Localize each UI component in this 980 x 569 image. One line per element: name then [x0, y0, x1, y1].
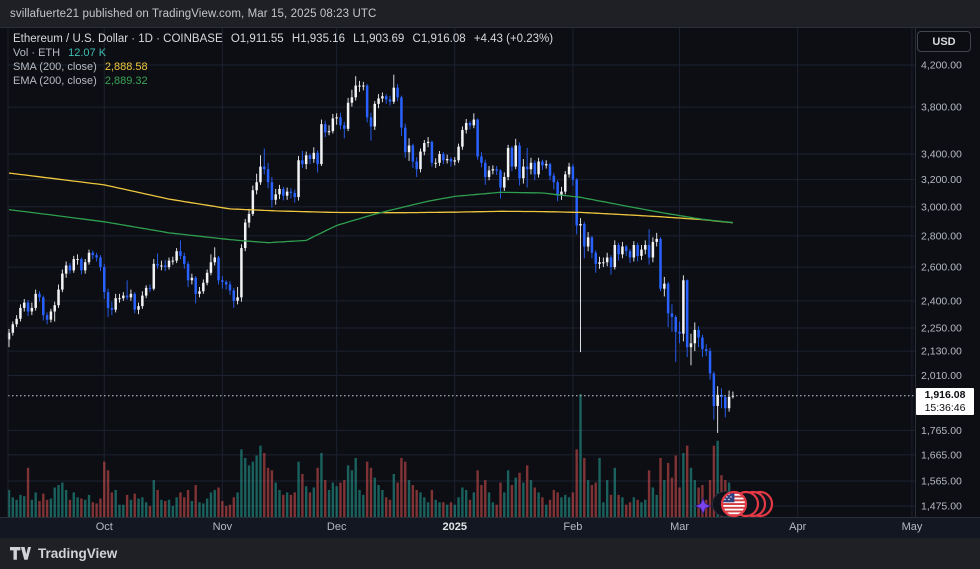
sma-label: SMA (200, close): [13, 61, 97, 73]
brand-bar: TradingView: [0, 538, 980, 569]
tradingview-logo-text: TradingView: [38, 546, 118, 561]
attribution-text: svillafuerte21 published on TradingView.…: [10, 7, 377, 20]
grid-lines: [8, 28, 915, 517]
time-axis-label: Dec: [326, 521, 347, 533]
price-axis-label: 2,800.00: [921, 230, 962, 242]
legend-symbol-row[interactable]: Ethereum / U.S. Dollar · 1D · COINBASE O…: [13, 32, 553, 46]
price-axis-label: 2,010.00: [921, 370, 962, 382]
price-axis-labels: 4,200.00 3,800.00 3,400.00 3,200.00 3,000.00…: [921, 60, 962, 513]
legend-sma-row[interactable]: SMA (200, close) 2,888.58: [13, 60, 553, 74]
ohlc-high: H1,935.16: [291, 33, 345, 45]
price-axis-label: 2,600.00: [921, 262, 962, 274]
volume-value: 12.07 K: [68, 47, 107, 59]
attribution-bar: svillafuerte21 published on TradingView.…: [0, 0, 980, 27]
time-axis-label: Nov: [212, 521, 233, 533]
ema-line[interactable]: [8, 191, 733, 244]
chart-frame: [0, 27, 980, 518]
chart-canvas[interactable]: 4,200.00 3,800.00 3,400.00 3,200.00 3,000.00…: [0, 27, 980, 518]
time-axis-label: 2025: [442, 521, 468, 533]
time-axis-label: Oct: [95, 521, 113, 533]
bar-countdown: 15:36:46: [924, 402, 966, 414]
currency-toggle-button[interactable]: USD: [917, 31, 971, 52]
price-axis-label: 3,200.00: [921, 174, 962, 186]
ohlc-close: C1,916.08: [412, 33, 466, 45]
tradingview-logo-icon: [10, 547, 31, 560]
time-axis-label: May: [901, 521, 923, 533]
sma-line[interactable]: [8, 172, 733, 224]
time-axis[interactable]: Oct Nov Dec 2025 Feb Mar Apr May: [0, 518, 980, 538]
ema-value: 2,889.32: [104, 75, 148, 87]
ema-label: EMA (200, close): [13, 75, 97, 87]
sma-value: 2,888.58: [104, 61, 148, 73]
usa-flag-sticker[interactable]: [694, 485, 776, 525]
time-axis-label: Apr: [789, 521, 807, 533]
volume-bars: [7, 394, 735, 517]
usa-flag-circle: [720, 490, 748, 518]
price-axis-label: 1,665.00: [921, 449, 962, 461]
price-axis-label: 3,400.00: [921, 149, 962, 161]
candles: [7, 74, 735, 433]
price-axis-label: 4,200.00: [921, 60, 962, 72]
ohlc-change: +4.43 (+0.23%): [473, 33, 554, 45]
last-price-value: 1,916.08: [924, 389, 966, 401]
legend-ema-row[interactable]: EMA (200, close) 2,889.32: [13, 74, 553, 88]
chart-legend: Ethereum / U.S. Dollar · 1D · COINBASE O…: [13, 32, 553, 88]
price-axis-label: 1,765.00: [921, 425, 962, 437]
legend-volume-row[interactable]: Vol · ETH 12.07 K: [13, 46, 553, 60]
price-axis-label: 3,800.00: [921, 102, 962, 114]
price-axis-label: 2,130.00: [921, 346, 962, 358]
price-axis-label: 3,000.00: [921, 201, 962, 213]
ohlc-open: O1,911.55: [230, 33, 284, 45]
ohlc-low: L1,903.69: [353, 33, 405, 45]
symbol-title: Ethereum / U.S. Dollar · 1D · COINBASE: [13, 33, 223, 45]
volume-label: Vol · ETH: [13, 47, 61, 59]
time-axis-label: Mar: [670, 521, 690, 533]
price-axis-label: 2,250.00: [921, 323, 962, 335]
last-price-label: 1,916.08 15:36:46: [916, 388, 974, 415]
price-axis-label: 2,400.00: [921, 295, 962, 307]
chart-area: 4,200.00 3,800.00 3,400.00 3,200.00 3,000.00…: [0, 27, 980, 538]
price-axis-label: 1,565.00: [921, 476, 962, 488]
price-axis-label: 1,475.00: [921, 501, 962, 513]
tradingview-logo[interactable]: TradingView: [10, 546, 117, 561]
time-axis-label: Feb: [563, 521, 583, 533]
sticker-sparkle: [694, 496, 713, 516]
